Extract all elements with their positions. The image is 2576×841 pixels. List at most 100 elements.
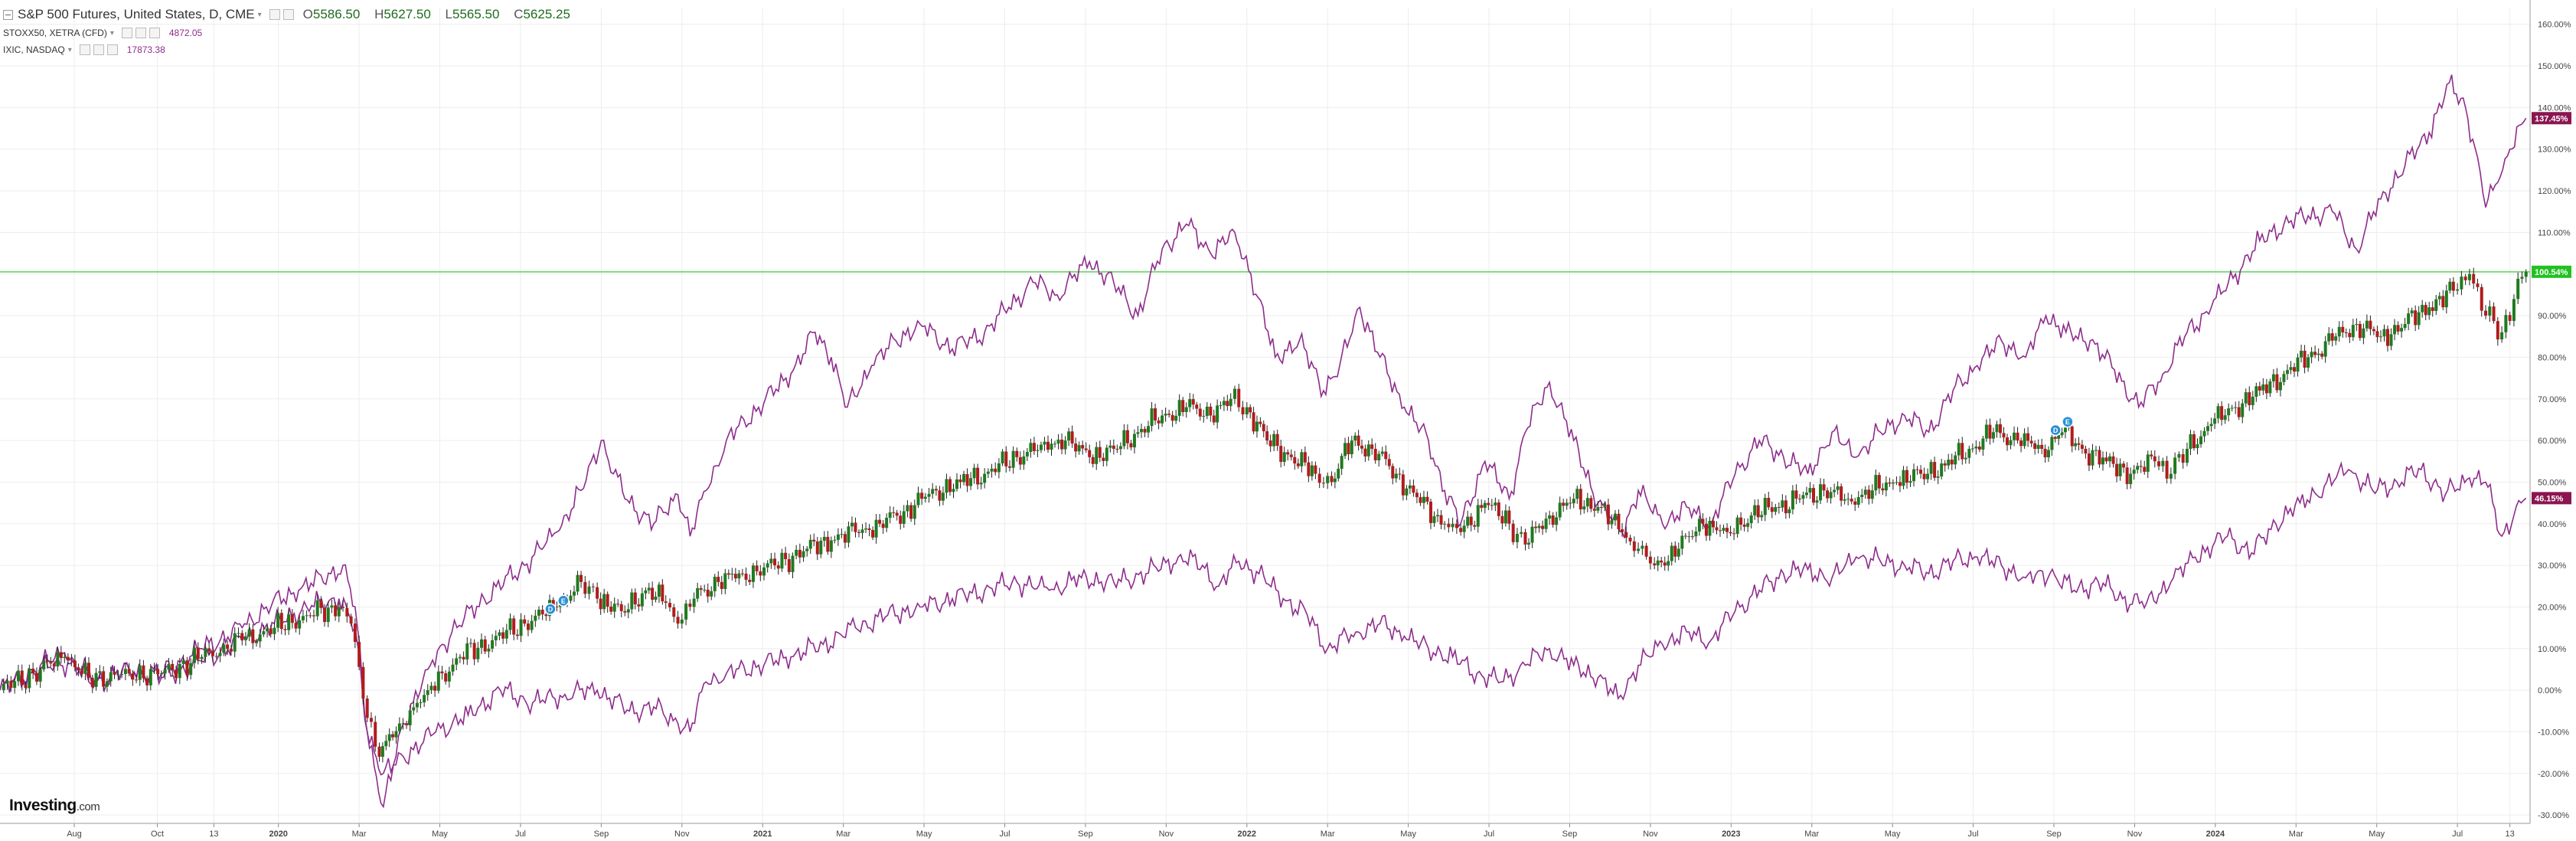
candle-body — [365, 698, 369, 718]
candle-body — [2189, 434, 2192, 449]
candle-body — [1943, 463, 1947, 466]
candle-body — [899, 515, 903, 524]
legend-comparison-row[interactable]: IXIC, NASDAQ ▾ 17873.38 — [3, 41, 581, 58]
candle-body — [1572, 499, 1575, 504]
candle-body — [791, 555, 795, 572]
candle-body — [1569, 502, 1572, 504]
candle-body — [192, 647, 196, 663]
candle-body — [1995, 424, 1999, 433]
chevron-down-icon[interactable]: ▾ — [67, 45, 72, 54]
candle-body — [1599, 507, 1603, 509]
candle-body — [703, 589, 707, 591]
candle-body — [1648, 556, 1652, 564]
candle-body — [207, 648, 211, 652]
y-tick-label: 80.00% — [2538, 353, 2567, 362]
visibility-icon[interactable] — [121, 28, 132, 38]
candle-body — [462, 656, 465, 659]
candle-body — [1326, 476, 1330, 483]
candle-body — [2002, 433, 2006, 438]
candle-body — [1473, 525, 1477, 527]
candle-body — [1447, 523, 1451, 528]
candle-body — [1981, 438, 1985, 450]
candle-body — [1232, 388, 1236, 399]
main-symbol-label[interactable]: S&P 500 Futures, United States, D, CME — [18, 7, 255, 21]
x-tick-label: 2021 — [753, 830, 772, 839]
candle-body — [2165, 460, 2169, 479]
candle-body — [1191, 399, 1195, 405]
y-tick-label: 150.00% — [2538, 62, 2571, 71]
candle-body — [1613, 513, 1617, 521]
candle-body — [2202, 430, 2206, 437]
candle-body — [42, 660, 46, 669]
candle-body — [2293, 367, 2297, 372]
candle-body — [2108, 456, 2112, 462]
event-marker — [2062, 415, 2074, 428]
candle-body — [2417, 312, 2421, 326]
candle-body — [1680, 535, 1684, 549]
collapse-legend-icon[interactable] — [3, 9, 13, 20]
remove-icon[interactable] — [106, 44, 118, 55]
candle-body — [1877, 475, 1881, 489]
legend-main-row[interactable]: S&P 500 Futures, United States, D, CME ▾… — [3, 5, 581, 25]
comparison-symbol-label[interactable]: STOXX50, XETRA (CFD) — [3, 28, 107, 38]
candle-body — [2285, 370, 2289, 375]
legend-comparison-row[interactable]: STOXX50, XETRA (CFD) ▾ 4872.05 — [3, 25, 581, 41]
candle-body — [1950, 460, 1954, 465]
settings-icon[interactable] — [135, 28, 146, 38]
candle-body — [1380, 451, 1384, 454]
candle-body — [720, 581, 723, 589]
candle-body — [1282, 452, 1286, 462]
comparison-symbol-label[interactable]: IXIC, NASDAQ — [3, 44, 65, 55]
candle-body — [2278, 381, 2282, 391]
candle-body — [1663, 562, 1667, 566]
candle-body — [2271, 374, 2275, 381]
candle-body — [2456, 289, 2460, 291]
settings-icon[interactable] — [93, 44, 104, 55]
candle-body — [805, 548, 809, 551]
candle-body — [1333, 478, 1337, 483]
candle-body — [680, 619, 684, 624]
candle-body — [56, 652, 60, 667]
candle-body — [1265, 431, 1269, 441]
candle-body — [2234, 407, 2238, 408]
candle-body — [2472, 273, 2476, 284]
candle-body — [123, 669, 127, 675]
candle-body — [2050, 437, 2054, 450]
candle-body — [233, 633, 237, 652]
visibility-icon[interactable] — [79, 44, 90, 55]
candle-body — [965, 473, 969, 486]
remove-icon[interactable] — [282, 9, 294, 20]
candle-body — [2275, 374, 2279, 391]
candle-body — [419, 702, 423, 703]
event-marker-label: E — [561, 597, 566, 605]
x-tick-label: 13 — [2506, 830, 2515, 839]
candle-body — [237, 633, 240, 634]
candle-body — [2362, 328, 2365, 339]
candle-body — [766, 563, 769, 568]
candle-body — [969, 478, 973, 486]
candle-body — [723, 573, 727, 589]
remove-icon[interactable] — [149, 28, 160, 38]
candle-body — [717, 577, 720, 582]
candle-body — [676, 617, 680, 624]
candle-body — [847, 526, 851, 543]
chevron-down-icon[interactable]: ▾ — [257, 10, 262, 19]
candle-body — [298, 620, 302, 629]
settings-icon[interactable] — [269, 9, 280, 20]
candle-body — [2467, 273, 2471, 280]
candle-body — [1551, 515, 1555, 525]
candle-body — [1102, 457, 1105, 461]
x-tick-label: Jul — [999, 830, 1010, 839]
x-tick-label: May — [1400, 830, 1416, 839]
chevron-down-icon[interactable]: ▾ — [109, 28, 114, 38]
candle-body — [769, 558, 773, 564]
candle-body — [1582, 506, 1586, 510]
candle-body — [138, 665, 142, 680]
candle-body — [776, 565, 780, 569]
candle-body — [1164, 414, 1167, 416]
candle-body — [1822, 484, 1826, 491]
candle-body — [2230, 407, 2234, 409]
candle-body — [1314, 465, 1317, 474]
price-badge-label: 100.54% — [2535, 268, 2568, 277]
